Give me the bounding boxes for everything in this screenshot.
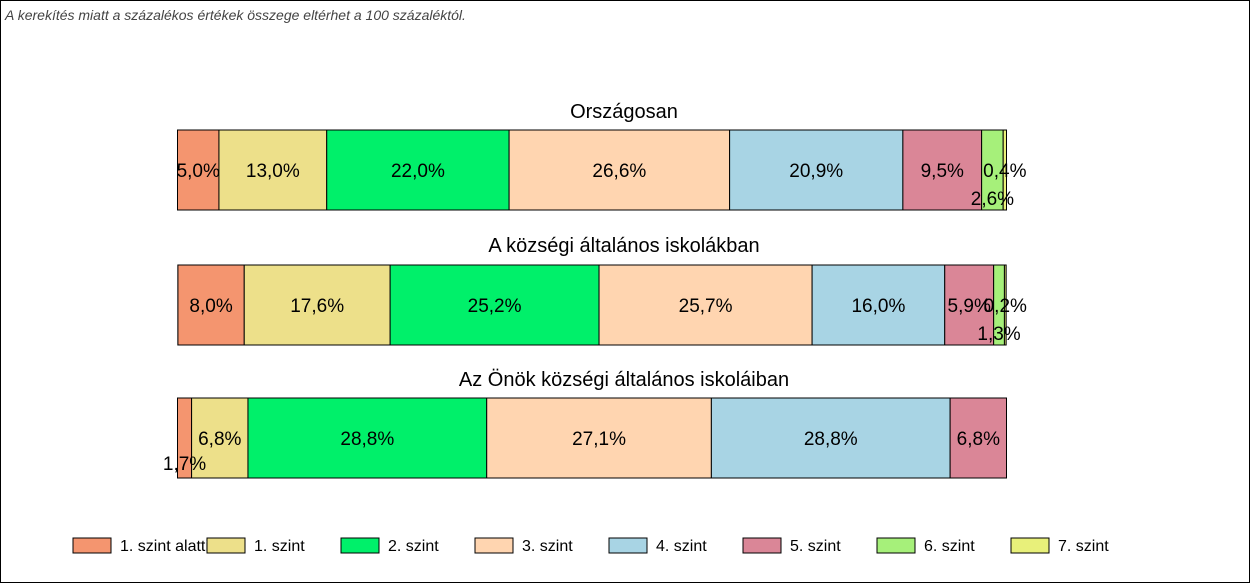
data-label: 6,8% bbox=[957, 429, 1000, 450]
data-label: 6,8% bbox=[198, 429, 241, 450]
legend-swatch bbox=[340, 537, 380, 554]
legend-label: 2. szint bbox=[388, 538, 439, 555]
legend-label: 1. szint bbox=[254, 538, 305, 555]
data-label: 28,8% bbox=[804, 429, 858, 450]
bar-segment bbox=[710, 397, 951, 479]
bar-group-1: Országosan 5,0% 13,0% 22,0% 26,6% 20,9% 9,5% 2,… bbox=[177, 101, 1027, 211]
bar-segment bbox=[389, 264, 600, 346]
bar-segment bbox=[1003, 264, 1007, 346]
legend-swatch bbox=[608, 537, 648, 554]
data-label: 17,6% bbox=[290, 296, 344, 317]
data-label: 1,7% bbox=[163, 454, 206, 475]
bar-segment bbox=[326, 129, 510, 211]
data-label: 28,8% bbox=[340, 429, 394, 450]
legend-swatch bbox=[206, 537, 246, 554]
legend-label: 3. szint bbox=[522, 538, 573, 555]
legend-label: 4. szint bbox=[656, 538, 707, 555]
legend: 1. szint alatti 1. szint 2. szint 3. szint 4… bbox=[72, 537, 1109, 555]
bar-groups: Országosan 5,0% 13,0% 22,0% 26,6% 20,9% 9,5% 2,… bbox=[163, 101, 1027, 479]
legend-swatch bbox=[742, 537, 782, 554]
bar-segment bbox=[598, 264, 813, 346]
legend-item: 1. szint bbox=[206, 537, 305, 555]
bar-segment bbox=[486, 397, 712, 479]
data-label: 0,2% bbox=[984, 296, 1027, 317]
bar-segment bbox=[811, 264, 946, 346]
data-label: 16,0% bbox=[851, 296, 905, 317]
data-label: 0,4% bbox=[983, 161, 1026, 182]
data-label: 1,3% bbox=[977, 324, 1020, 345]
bar-group-2: A községi általános iskolákban 8,0% 17,6% 2… bbox=[177, 235, 1027, 346]
bar-segment bbox=[243, 264, 391, 346]
legend-item: 1. szint alatti bbox=[72, 537, 209, 555]
data-label: 5,9% bbox=[948, 296, 991, 317]
legend-label: 6. szint bbox=[924, 538, 975, 555]
group-title: Országosan bbox=[570, 101, 678, 123]
legend-label: 1. szint alatti bbox=[120, 538, 209, 555]
data-label: 5,0% bbox=[177, 161, 220, 182]
bar-group-3: Az Önök községi általános iskoláiban 6,8%… bbox=[163, 369, 1007, 479]
group-title: A községi általános iskolákban bbox=[488, 235, 759, 257]
data-label: 13,0% bbox=[246, 161, 300, 182]
rounding-note: A kerekítés miatt a százalékos értékek ö… bbox=[5, 7, 466, 23]
legend-label: 7. szint bbox=[1058, 538, 1109, 555]
data-label: 8,0% bbox=[189, 296, 232, 317]
data-label: 20,9% bbox=[789, 161, 843, 182]
legend-item: 3. szint bbox=[474, 537, 573, 555]
legend-swatch bbox=[1010, 537, 1050, 554]
data-label: 26,6% bbox=[592, 161, 646, 182]
bar-segment bbox=[508, 129, 731, 211]
legend-item: 6. szint bbox=[876, 537, 975, 555]
legend-item: 2. szint bbox=[340, 537, 439, 555]
data-label: 25,7% bbox=[679, 296, 733, 317]
bar-segment bbox=[218, 129, 328, 211]
legend-item: 4. szint bbox=[608, 537, 707, 555]
group-title: Az Önök községi általános iskoláiban bbox=[459, 369, 789, 391]
bar-segment bbox=[191, 397, 249, 479]
data-label: 25,2% bbox=[468, 296, 522, 317]
legend-item: 7. szint bbox=[1010, 537, 1109, 555]
legend-swatch bbox=[72, 537, 112, 554]
data-label: 2,6% bbox=[971, 189, 1014, 210]
data-label: 9,5% bbox=[921, 161, 964, 182]
bar-segment bbox=[729, 129, 904, 211]
legend-label: 5. szint bbox=[790, 538, 841, 555]
data-label: 22,0% bbox=[391, 161, 445, 182]
data-label: 27,1% bbox=[572, 429, 626, 450]
bar-segment bbox=[1002, 129, 1008, 211]
bar-segment bbox=[949, 397, 1007, 479]
bar-segment bbox=[902, 129, 983, 211]
bar-segment bbox=[247, 397, 488, 479]
legend-item: 5. szint bbox=[742, 537, 841, 555]
legend-swatch bbox=[876, 537, 916, 554]
legend-swatch bbox=[474, 537, 514, 554]
bar-segment bbox=[177, 264, 245, 346]
bar-segment bbox=[177, 129, 220, 211]
